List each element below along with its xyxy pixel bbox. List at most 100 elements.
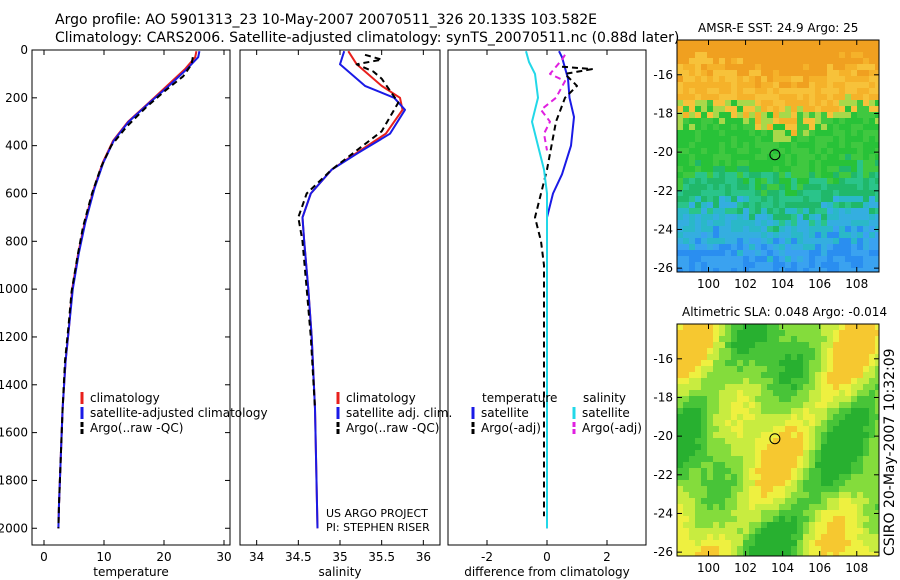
sla_map-cell	[767, 414, 773, 420]
sla_map-cell	[839, 480, 845, 486]
sla_map-cell	[851, 468, 857, 474]
sst_map-cell	[845, 208, 851, 214]
sst_map-cell	[701, 250, 707, 256]
sst_map-cell	[791, 130, 797, 136]
sst_map-cell	[749, 118, 755, 124]
sst_map-cell	[857, 220, 863, 226]
sst_map-cell	[773, 244, 779, 250]
sla_map-cell	[755, 492, 761, 498]
sla_map-cell	[737, 396, 743, 402]
sst_map-cell	[731, 46, 737, 52]
sst_map-cell	[719, 40, 725, 46]
sst_map-cell	[833, 82, 839, 88]
sst_map-cell	[875, 112, 879, 118]
sst_map-cell	[677, 70, 683, 76]
sst_map-cell	[779, 94, 785, 100]
sst_map-cell	[863, 58, 869, 64]
sst_map-cell	[845, 82, 851, 88]
sst_map-cell	[869, 142, 875, 148]
sla_map-cell	[869, 360, 875, 366]
sla_map-ytick-label: -16	[653, 352, 673, 366]
sla_map-cell	[713, 468, 719, 474]
sla_map-cell	[875, 486, 879, 492]
sla_map-cell	[737, 492, 743, 498]
sst_map-cell	[815, 82, 821, 88]
sla_map-cell	[821, 462, 827, 468]
sla_map-cell	[773, 432, 779, 438]
sst_map-cell	[683, 94, 689, 100]
sla_map-cell	[743, 330, 749, 336]
sst_map-cell	[737, 106, 743, 112]
sla_map-cell	[761, 546, 767, 552]
sla_map-cell	[773, 390, 779, 396]
sst_map-cell	[815, 46, 821, 52]
sst_map-cell	[827, 58, 833, 64]
sst_map-cell	[833, 112, 839, 118]
sla_map-cell	[875, 456, 879, 462]
difference-series-3	[540, 54, 566, 151]
sst_map-cell	[803, 226, 809, 232]
sst_map-cell	[683, 226, 689, 232]
sla_map-cell	[701, 402, 707, 408]
sst_map-cell	[851, 196, 857, 202]
sla_map-cell	[809, 552, 815, 556]
sst_map-cell	[779, 256, 785, 262]
sst_map-cell	[725, 214, 731, 220]
sst_map-cell	[779, 154, 785, 160]
sst_map-cell	[833, 136, 839, 142]
sla_map-cell	[875, 522, 879, 528]
sla_map-cell	[677, 336, 683, 342]
sla_map-cell	[701, 486, 707, 492]
sst_map-cell	[731, 214, 737, 220]
sla_map-cell	[839, 456, 845, 462]
sst_map-cell	[803, 46, 809, 52]
sst_map-cell	[821, 58, 827, 64]
sla_map-cell	[731, 372, 737, 378]
sla_map-cell	[875, 468, 879, 474]
sla_map-cell	[857, 408, 863, 414]
sla_map-cell	[833, 504, 839, 510]
sla_map-cell	[749, 504, 755, 510]
sla_map-cell	[785, 552, 791, 556]
sst_map-cell	[743, 88, 749, 94]
sst_map-cell	[833, 58, 839, 64]
sst_map-cell	[731, 190, 737, 196]
sst_map-cell	[851, 256, 857, 262]
sla_map-cell	[815, 426, 821, 432]
difference-series-0	[546, 50, 575, 529]
sst_map-cell	[869, 196, 875, 202]
sla_map-cell	[743, 450, 749, 456]
sst_map-cell	[695, 118, 701, 124]
sst_map-cell	[743, 160, 749, 166]
sla_map-cell	[713, 432, 719, 438]
sla_map-cell	[695, 522, 701, 528]
sst_map-cell	[677, 196, 683, 202]
sst_map-cell	[809, 250, 815, 256]
sla_map-cell	[779, 444, 785, 450]
sst_map-cell	[803, 160, 809, 166]
sst_map-cell	[725, 226, 731, 232]
sst_map-cell	[791, 82, 797, 88]
sla_map-cell	[761, 414, 767, 420]
sst_map-cell	[821, 100, 827, 106]
sst_map-cell	[863, 238, 869, 244]
sst_map-cell	[683, 88, 689, 94]
sst_map-cell	[827, 160, 833, 166]
sla_map-cell	[797, 552, 803, 556]
sst_map-cell	[809, 40, 815, 46]
sla_map-cell	[713, 474, 719, 480]
sla_map-cell	[857, 438, 863, 444]
sla_map-cell	[743, 474, 749, 480]
sla_map-cell	[785, 378, 791, 384]
sst_map-cell	[731, 64, 737, 70]
sla_map-cell	[821, 480, 827, 486]
sst_map-cell	[815, 172, 821, 178]
sst_map-cell	[833, 148, 839, 154]
sla_map-cell	[779, 468, 785, 474]
sst_map-cell	[827, 40, 833, 46]
sst_map-cell	[857, 94, 863, 100]
sla_map-cell	[713, 396, 719, 402]
sla_map-cell	[815, 468, 821, 474]
sst_map-cell	[713, 106, 719, 112]
sla_map-cell	[689, 354, 695, 360]
